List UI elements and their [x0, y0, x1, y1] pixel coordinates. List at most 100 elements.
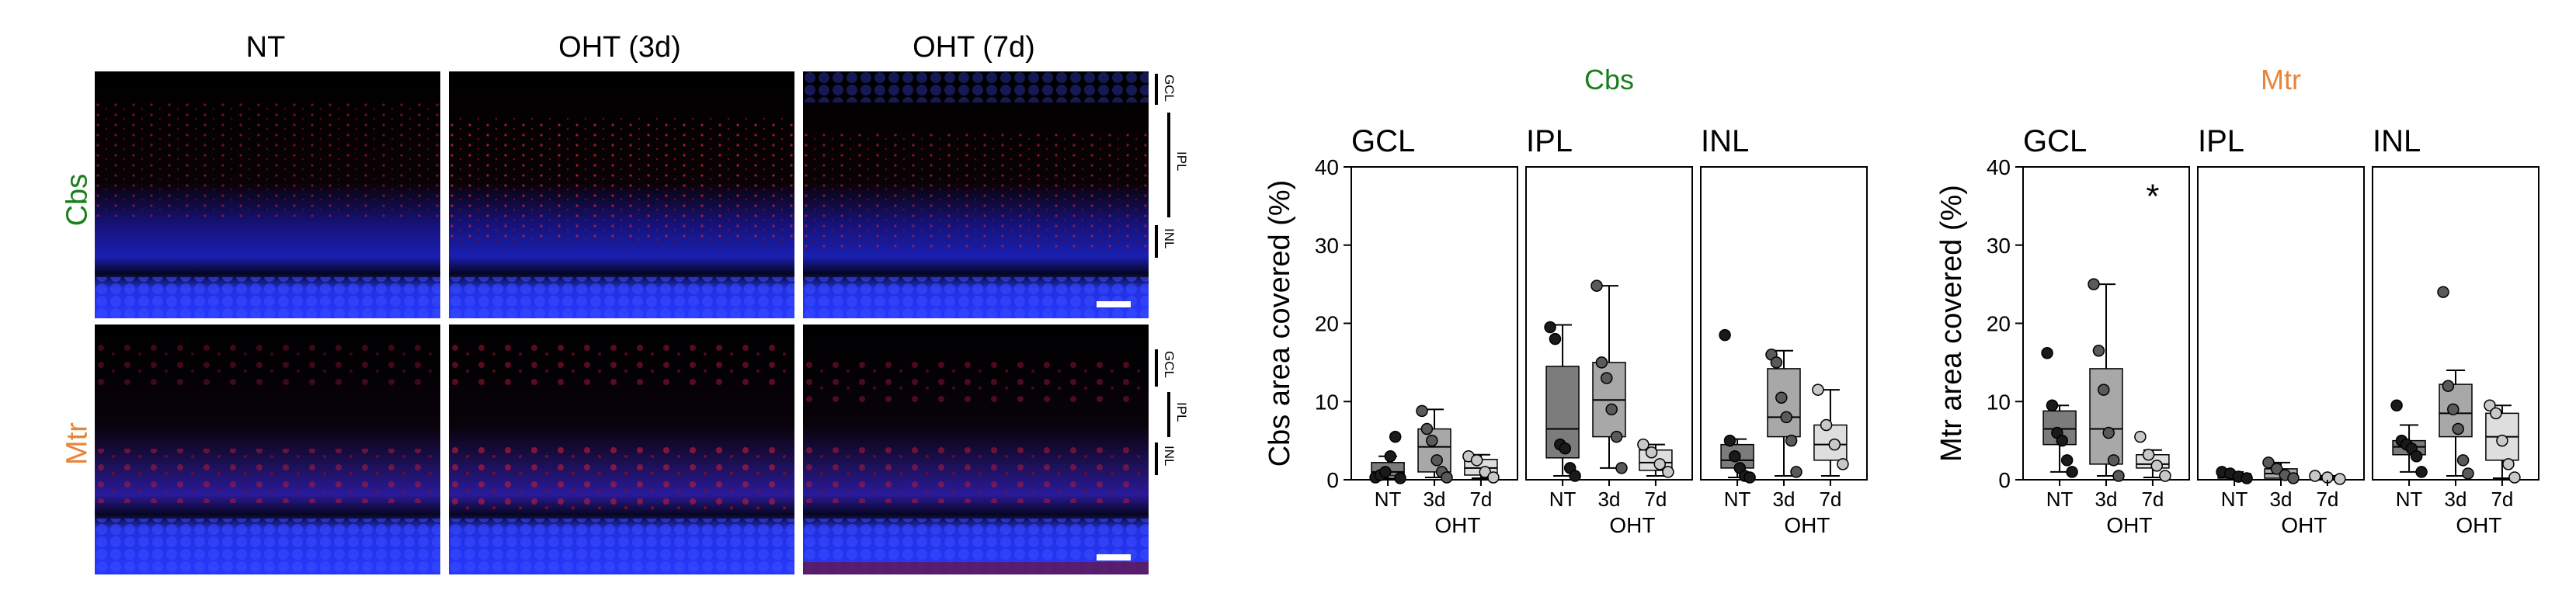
y-axis-label: Cbs area covered (%) — [1264, 180, 1296, 467]
y-tick-label: 30 — [1315, 234, 1339, 258]
x-tick-label: 7d — [2491, 488, 2513, 511]
box-nt: NT — [1369, 430, 1406, 511]
micrograph-image — [449, 71, 794, 318]
y-tick-label: 40 — [1315, 155, 1339, 179]
data-point — [2241, 472, 2253, 484]
chart-title: Mtr — [2261, 64, 2301, 95]
box-7d: 7d — [2134, 430, 2171, 511]
x-tick-label: 7d — [2316, 488, 2338, 511]
data-point — [1394, 472, 1406, 484]
box-3d: 3d — [1590, 279, 1628, 511]
box-7d: 7d — [1812, 384, 1849, 511]
data-point — [1653, 458, 1667, 470]
data-point — [1441, 471, 1453, 484]
box-3d: 3d — [2262, 456, 2300, 511]
data-point — [1544, 321, 1556, 334]
data-point — [1615, 462, 1628, 474]
box-3d: 3d — [1416, 404, 1453, 511]
panel-title: INL — [2373, 124, 2421, 158]
box-nt: NT — [2216, 466, 2253, 511]
x-tick-label: NT — [2046, 488, 2074, 511]
chart-cbs: Cbs Cbs area covered (%) 0 10 20 30 40 GCL NT 3d 7… — [1264, 64, 1868, 537]
data-point — [1416, 404, 1428, 418]
data-point — [1569, 470, 1581, 482]
layer-bar-inl — [1155, 442, 1158, 475]
data-point — [1723, 434, 1736, 447]
data-point — [2462, 467, 2474, 480]
data-point — [2270, 463, 2283, 475]
y-tick-label: 10 — [1987, 390, 2011, 414]
data-point — [2502, 458, 2515, 470]
data-point — [2415, 466, 2428, 478]
layer-bar-gcl — [1155, 349, 1158, 387]
layer-bar-ipl — [1167, 392, 1170, 437]
chart-title: Cbs — [1584, 64, 1634, 95]
panel-title: INL — [1701, 124, 1749, 158]
box-3d: 3d — [1765, 349, 1803, 511]
column-title-nt: NT — [245, 31, 286, 64]
group-label: OHT — [1434, 513, 1480, 537]
y-tick-label: 10 — [1315, 390, 1339, 414]
data-point — [1601, 372, 1613, 384]
data-point — [1820, 418, 1833, 432]
data-point — [1610, 430, 1623, 443]
micrograph-cbs-nt — [95, 71, 440, 318]
data-point — [2134, 430, 2147, 443]
micrograph-cbs-oht-7d — [803, 71, 1149, 318]
data-point — [1790, 466, 1803, 478]
micrograph-mtr-nt — [95, 324, 440, 574]
y-tick-label: 20 — [1315, 312, 1339, 336]
micrograph-mtr-oht-7d — [803, 324, 1149, 574]
data-point — [1662, 466, 1674, 478]
panel-title: IPL — [1526, 124, 1573, 158]
y-axis-label: Mtr area covered (%) — [1935, 185, 1968, 462]
data-point — [1729, 450, 1741, 463]
group-label: OHT — [2281, 513, 2327, 537]
significance-marker: * — [2146, 177, 2159, 215]
micrograph-image — [803, 71, 1149, 318]
data-point — [2437, 286, 2449, 298]
data-point — [2484, 399, 2496, 412]
data-point — [2287, 472, 2300, 484]
box-nt: NT — [1719, 328, 1756, 511]
data-point — [1426, 434, 1438, 447]
y-tick-label: 40 — [1987, 155, 2011, 179]
x-tick-label: 3d — [1598, 488, 1621, 511]
data-point — [1780, 411, 1792, 424]
data-point — [2456, 454, 2470, 467]
micrograph-mtr-oht-3d — [449, 324, 794, 574]
data-point — [2046, 399, 2059, 412]
y-tick-label: 0 — [1326, 468, 1339, 492]
data-point — [2107, 454, 2120, 467]
data-point — [1775, 391, 1788, 404]
data-point — [1743, 471, 1756, 484]
data-point — [1645, 446, 1658, 459]
box-7d: 7d — [2309, 470, 2346, 511]
group-label: OHT — [1609, 513, 1655, 537]
x-tick-label: 3d — [2270, 488, 2293, 511]
micrograph-image — [803, 324, 1149, 574]
group-label: OHT — [2456, 513, 2501, 537]
data-point — [2159, 470, 2171, 482]
panel-title: GCL — [1351, 124, 1415, 158]
box-7d: 7d — [1462, 450, 1500, 511]
box-7d: 7d — [1637, 438, 1674, 511]
y-tick-label: 30 — [1987, 234, 2011, 258]
box-iqr — [2089, 368, 2123, 465]
data-point — [2056, 434, 2069, 447]
data-point — [1487, 471, 1500, 484]
data-point — [2262, 456, 2275, 469]
box-3d: 3d — [2437, 286, 2474, 511]
x-tick-label: NT — [2221, 488, 2248, 511]
data-point — [1470, 454, 1483, 467]
panel-title: GCL — [2023, 124, 2087, 158]
data-point — [1384, 450, 1397, 463]
panel-title: IPL — [2198, 124, 2244, 158]
x-tick-label: 7d — [1644, 488, 1667, 511]
data-point — [2452, 422, 2464, 436]
data-point — [1389, 430, 1402, 443]
box-nt: NT — [1544, 321, 1581, 511]
